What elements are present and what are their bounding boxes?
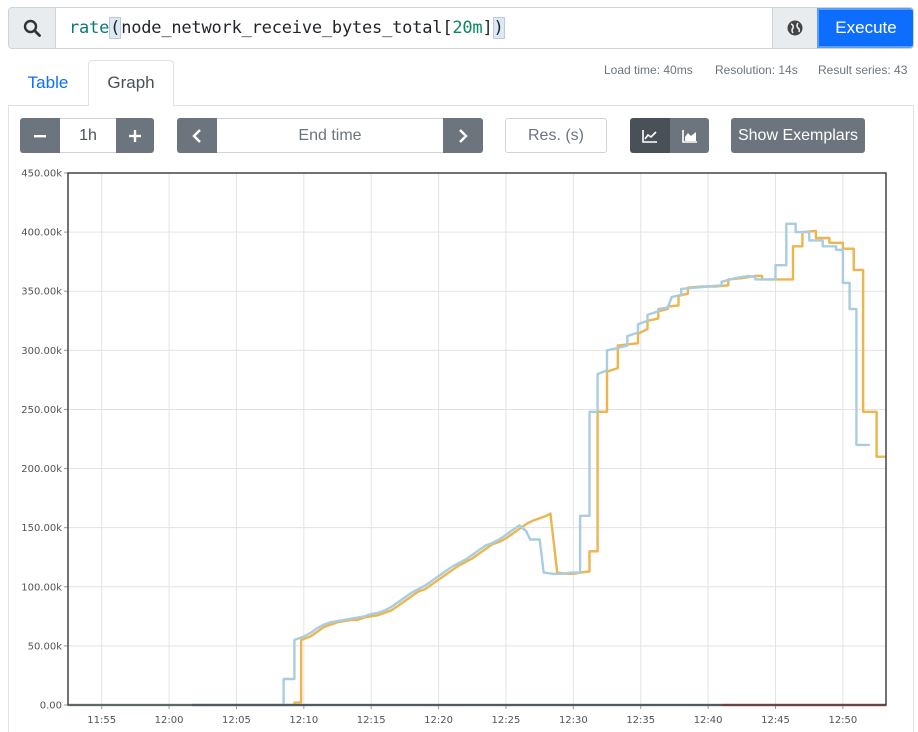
minus-icon bbox=[34, 134, 46, 137]
line-chart-icon bbox=[642, 129, 657, 143]
x-tick-label: 12:25 bbox=[492, 715, 521, 726]
range-input[interactable]: 1h bbox=[60, 118, 116, 153]
end-time-input[interactable]: End time bbox=[217, 118, 443, 153]
load-time: Load time: 40ms bbox=[604, 63, 693, 77]
x-tick-label: 12:00 bbox=[155, 715, 184, 726]
y-tick-label: 50.00k bbox=[28, 641, 63, 652]
decrease-range-button[interactable] bbox=[20, 118, 60, 153]
result-series-count: Result series: 43 bbox=[818, 63, 908, 77]
tab-graph[interactable]: Graph bbox=[88, 60, 174, 106]
chevron-left-icon bbox=[192, 128, 201, 143]
show-exemplars-button[interactable]: Show Exemplars bbox=[731, 118, 865, 153]
x-tick-label: 12:50 bbox=[828, 715, 857, 726]
plus-icon bbox=[129, 129, 141, 142]
execute-button[interactable]: Execute bbox=[817, 8, 913, 48]
series-line bbox=[68, 229, 886, 707]
y-tick-label: 150.00k bbox=[21, 523, 62, 534]
y-tick-label: 450.00k bbox=[21, 169, 62, 180]
unstacked-lines-button[interactable] bbox=[630, 118, 670, 153]
x-tick-label: 12:15 bbox=[357, 715, 386, 726]
increase-range-button[interactable] bbox=[116, 118, 154, 153]
chevron-right-icon bbox=[459, 128, 468, 143]
graph-panel bbox=[8, 105, 914, 732]
x-tick-label: 12:45 bbox=[761, 715, 790, 726]
resolution-input[interactable]: Res. (s) bbox=[505, 118, 607, 153]
y-tick-label: 350.00k bbox=[21, 287, 62, 298]
x-tick-label: 12:30 bbox=[559, 715, 588, 726]
y-tick-label: 400.00k bbox=[21, 228, 62, 239]
y-tick-label: 300.00k bbox=[21, 346, 62, 357]
y-tick-label: 250.00k bbox=[21, 405, 62, 416]
query-bar: rate(node_network_receive_bytes_total[20… bbox=[8, 7, 914, 49]
previous-time-button[interactable] bbox=[177, 118, 217, 153]
resolution-info: Resolution: 14s bbox=[715, 63, 798, 77]
x-tick-label: 12:40 bbox=[694, 715, 723, 726]
plot-frame bbox=[67, 172, 887, 706]
tab-table[interactable]: Table bbox=[27, 73, 69, 92]
y-tick-label: 100.00k bbox=[21, 582, 62, 593]
x-tick-label: 12:10 bbox=[289, 715, 318, 726]
y-tick-label: 200.00k bbox=[21, 464, 62, 475]
metrics-explorer-globe-icon[interactable] bbox=[772, 8, 817, 48]
search-icon[interactable] bbox=[9, 8, 56, 48]
series-line bbox=[68, 222, 870, 707]
x-tick-label: 12:35 bbox=[626, 715, 655, 726]
time-series-graph[interactable]: 0.00 50.00k 100.00k 150.00k 200.00k 250.00k 30… bbox=[0, 160, 918, 732]
x-tick-label: 11:55 bbox=[87, 715, 116, 726]
x-tick-label: 12:05 bbox=[222, 715, 251, 726]
y-tick-label: 0.00 bbox=[40, 701, 62, 712]
query-expression-input[interactable]: rate(node_network_receive_bytes_total[20… bbox=[69, 17, 505, 39]
x-tick-label: 12:20 bbox=[424, 715, 453, 726]
next-time-button[interactable] bbox=[443, 118, 483, 153]
area-chart-icon bbox=[681, 129, 697, 143]
stacked-area-button[interactable] bbox=[670, 118, 709, 153]
